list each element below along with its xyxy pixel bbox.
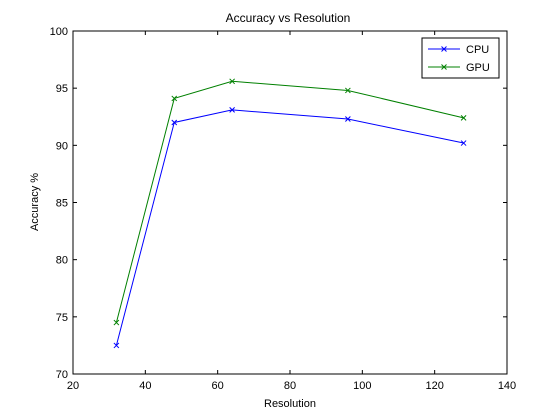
legend-label: GPU xyxy=(466,62,490,74)
data-point-gpu xyxy=(113,319,120,326)
legend: CPU GPU xyxy=(421,37,500,79)
y-tick-label: 85 xyxy=(56,198,68,210)
x-tick-label: 80 xyxy=(284,380,296,392)
y-tick-label: 100 xyxy=(50,26,68,38)
data-point-gpu xyxy=(171,95,178,102)
data-point-cpu xyxy=(171,119,178,126)
data-point-gpu xyxy=(345,87,351,94)
legend-box xyxy=(421,37,500,79)
data-point-gpu xyxy=(460,115,467,121)
x-axis-label: Resolution xyxy=(264,398,316,410)
x-axis: 20 40 60 80 100 120 140 xyxy=(67,31,516,392)
x-tick-label: 20 xyxy=(67,380,79,392)
y-axis: 70 75 80 85 90 95 100 xyxy=(50,26,507,381)
legend-item-gpu: GPU xyxy=(428,62,490,74)
chart-title: Accuracy vs Resolution xyxy=(226,11,351,25)
y-tick-label: 80 xyxy=(56,255,68,267)
plot-area xyxy=(72,30,508,375)
y-tick-label: 90 xyxy=(56,140,68,152)
x-tick-label: 100 xyxy=(353,380,371,392)
data-point-cpu xyxy=(229,107,235,113)
y-tick-label: 75 xyxy=(56,312,68,324)
series-layer xyxy=(113,78,467,349)
y-axis-label: Accuracy % xyxy=(29,173,41,231)
x-tick-label: 120 xyxy=(425,380,443,392)
x-tick-label: 140 xyxy=(498,380,516,392)
data-point-gpu xyxy=(229,78,235,85)
legend-item-cpu: CPU xyxy=(428,44,489,56)
y-tick-label: 70 xyxy=(56,369,68,381)
legend-label: CPU xyxy=(466,44,489,56)
data-point-cpu xyxy=(113,342,120,349)
y-tick-label: 95 xyxy=(56,83,68,95)
data-point-cpu xyxy=(460,140,467,146)
x-tick-label: 60 xyxy=(212,380,224,392)
data-point-cpu xyxy=(345,116,351,122)
x-tick-label: 40 xyxy=(139,380,151,392)
